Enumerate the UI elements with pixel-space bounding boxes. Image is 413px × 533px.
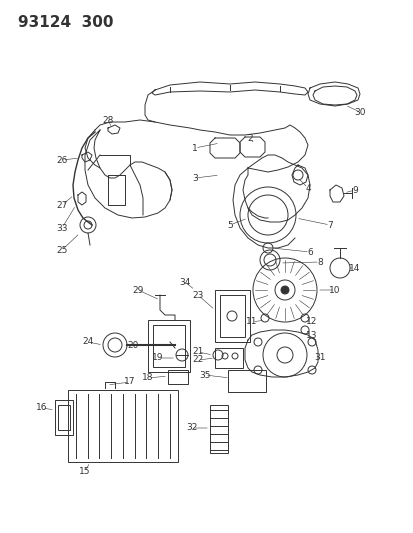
Text: 11: 11: [246, 318, 257, 327]
Text: 16: 16: [36, 403, 47, 413]
Bar: [58, 405, 70, 430]
Text: 4: 4: [304, 183, 310, 192]
Text: 6: 6: [306, 247, 312, 256]
Text: 2: 2: [247, 133, 252, 142]
Bar: [68, 390, 178, 462]
Text: 14: 14: [349, 263, 360, 272]
Text: 8: 8: [316, 257, 322, 266]
Text: 32: 32: [186, 424, 197, 432]
Text: 29: 29: [132, 286, 143, 295]
Text: 27: 27: [56, 200, 67, 209]
Text: 30: 30: [354, 108, 365, 117]
Bar: [153, 325, 185, 367]
Text: 17: 17: [124, 377, 135, 386]
Text: 9: 9: [351, 185, 357, 195]
Text: 28: 28: [102, 116, 114, 125]
Bar: [147, 320, 190, 372]
Bar: [214, 290, 249, 342]
Text: 25: 25: [56, 246, 67, 254]
Text: 34: 34: [179, 278, 190, 287]
Text: 3: 3: [192, 174, 197, 182]
Text: 10: 10: [328, 286, 340, 295]
Bar: [214, 348, 242, 368]
Text: 33: 33: [56, 223, 68, 232]
Text: 12: 12: [306, 318, 317, 327]
Text: 7: 7: [326, 221, 332, 230]
Bar: [228, 370, 266, 392]
Bar: [55, 400, 73, 435]
Text: 23: 23: [192, 290, 203, 300]
Text: 26: 26: [56, 156, 67, 165]
Text: 35: 35: [199, 370, 210, 379]
Text: 21: 21: [192, 348, 203, 357]
Bar: [168, 370, 188, 384]
Text: 93124  300: 93124 300: [18, 14, 113, 29]
Text: 5: 5: [227, 221, 232, 230]
Text: 20: 20: [127, 341, 138, 350]
Text: 1: 1: [192, 143, 197, 152]
Bar: [209, 405, 228, 453]
Text: 13: 13: [306, 330, 317, 340]
Text: 24: 24: [82, 337, 93, 346]
Text: 31: 31: [313, 353, 325, 362]
Text: 22: 22: [192, 356, 203, 365]
Text: 15: 15: [79, 467, 90, 477]
Text: 19: 19: [152, 353, 164, 362]
Circle shape: [280, 286, 288, 294]
Bar: [219, 295, 244, 337]
Text: 18: 18: [142, 374, 153, 383]
